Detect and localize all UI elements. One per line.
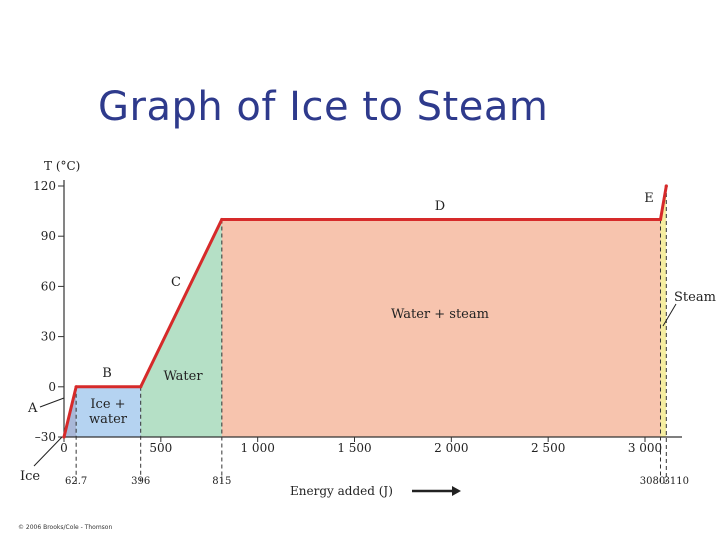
segment-label-b: B	[102, 366, 112, 381]
region-label-line: Ice +	[90, 397, 125, 412]
region-label-line: Water	[163, 369, 203, 384]
region-label-1: Ice	[20, 469, 40, 484]
region-label-line: Ice	[20, 469, 40, 484]
y-axis-label: T (°C)	[44, 159, 80, 173]
x-tick-label: 2 000	[434, 441, 468, 455]
region-label-2: Ice + water	[89, 397, 128, 427]
data-point	[658, 217, 663, 222]
chart-axes: –30 0 30 60 90 120 0 500 1 000 1 500 2 000 2 500 3 0…	[33, 159, 682, 498]
region-label-5: Steam	[674, 290, 716, 305]
slide-title: Graph of Ice to Steam	[98, 84, 549, 130]
data-point	[139, 385, 143, 389]
x-tick-label: 2 500	[531, 441, 565, 455]
y-tick-label: 60	[41, 279, 56, 293]
segment-label-a: A	[27, 401, 38, 416]
segment-a-pointer	[39, 397, 65, 408]
data-point	[62, 435, 66, 439]
transition-label: 3110	[664, 476, 689, 487]
region-4	[221, 219, 661, 437]
transition-label: 396	[131, 476, 150, 487]
y-tick-label: 0	[48, 380, 56, 394]
region-label-line: Water + steam	[391, 307, 489, 322]
region-2	[76, 386, 141, 437]
x-tick-label: 500	[149, 441, 172, 455]
x-tick-label: 1 000	[240, 441, 274, 455]
transition-label: 3080	[640, 476, 665, 487]
chart-labels: A B C D E Ice Ice + water Water Water + steam Stea…	[20, 191, 716, 484]
region-label-line: Steam	[674, 290, 716, 305]
x-tick-label: 3 000	[628, 441, 662, 455]
y-tick-label: 90	[41, 229, 56, 243]
region-label-3: Water	[163, 369, 203, 384]
y-tick-label: –30	[35, 430, 56, 444]
x-axis-arrow-head	[452, 486, 461, 496]
data-point	[220, 217, 224, 222]
transition-label: 62.7	[65, 476, 87, 487]
segment-label-d: D	[435, 199, 445, 214]
segment-label-c: C	[171, 275, 181, 290]
ice-pointer	[33, 436, 63, 467]
x-tick-label: 1 500	[337, 441, 371, 455]
region-5	[660, 186, 667, 437]
data-point	[74, 385, 78, 389]
x-tick-label: 0	[60, 441, 68, 455]
segment-label-e: E	[644, 191, 654, 206]
region-label-line: water	[89, 412, 128, 427]
heating-curve	[62, 185, 668, 438]
y-tick-label: 120	[33, 179, 56, 193]
y-tick-label: 30	[41, 330, 56, 344]
data-point	[664, 184, 668, 188]
transition-label: 815	[212, 476, 231, 487]
region-label-4: Water + steam	[391, 307, 489, 322]
steam-pointer	[662, 303, 677, 327]
temperature-series	[62, 184, 668, 439]
region-3	[140, 219, 222, 437]
phase-regions	[64, 186, 667, 437]
x-axis-label: Energy added (J)	[290, 484, 393, 498]
copyright-notice: © 2006 Brooks/Cole - Thomson	[18, 524, 113, 531]
